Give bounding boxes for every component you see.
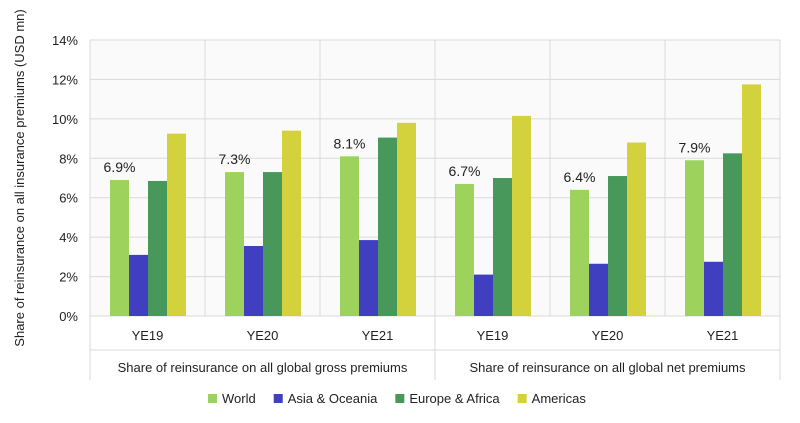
y-tick-label: 2%: [59, 270, 78, 285]
y-tick-label: 14%: [52, 33, 78, 48]
legend-label: Europe & Africa: [409, 391, 500, 406]
data-label: 6.4%: [564, 169, 596, 185]
group-label: Share of reinsurance on all global net p…: [469, 360, 746, 375]
bar-world: [225, 172, 244, 316]
y-tick-label: 4%: [59, 230, 78, 245]
bar-world: [340, 156, 359, 316]
bar-americas: [167, 133, 186, 316]
data-label: 7.3%: [219, 151, 251, 167]
category-label: YE20: [592, 328, 624, 343]
bar-world: [110, 179, 129, 316]
bar-world: [570, 189, 589, 316]
bar-asia-oceania: [244, 246, 263, 316]
bar-world: [685, 160, 704, 316]
bar-americas: [627, 142, 646, 316]
bar-europe-africa: [493, 178, 512, 316]
data-label: 8.1%: [334, 135, 366, 151]
bar-asia-oceania: [704, 261, 723, 316]
category-label: YE20: [247, 328, 279, 343]
data-label: 7.9%: [679, 139, 711, 155]
legend-swatch: [208, 394, 217, 403]
bar-americas: [512, 115, 531, 317]
y-tick-label: 8%: [59, 151, 78, 166]
bar-americas: [397, 122, 416, 316]
data-label: 6.9%: [104, 159, 136, 175]
y-tick-label: 6%: [59, 191, 78, 206]
bar-europe-africa: [263, 172, 282, 316]
data-label: 6.7%: [449, 163, 481, 179]
legend-swatch: [273, 394, 283, 403]
legend: World Asia & Oceania Europe & Africa Americ…: [208, 391, 586, 406]
bar-americas: [282, 130, 301, 316]
y-tick-label: 12%: [52, 72, 78, 87]
legend-label: Americas: [532, 391, 587, 406]
legend-swatch: [517, 394, 527, 403]
bar-americas: [742, 84, 761, 316]
legend-label: Asia & Oceania: [288, 391, 378, 406]
group-label: Share of reinsurance on all global gross…: [118, 360, 408, 375]
x-axis-categories: YE19 YE20 YE21 YE19 YE20 YE21 Share of reinsur…: [118, 328, 746, 375]
bar-europe-africa: [608, 176, 627, 316]
y-tick-label: 10%: [52, 112, 78, 127]
legend-label: World: [222, 391, 256, 406]
bar-world: [455, 183, 474, 316]
bar-asia-oceania: [129, 254, 148, 316]
bar-asia-oceania: [359, 240, 378, 316]
category-label: YE21: [362, 328, 394, 343]
gridlines: [89, 39, 781, 380]
bar-asia-oceania: [589, 263, 608, 316]
category-label: YE21: [707, 328, 739, 343]
y-tick-label: 0%: [59, 309, 78, 324]
y-axis-ticks: 0% 2% 4% 6% 8% 10% 12% 14%: [52, 33, 78, 324]
legend-swatch: [395, 394, 405, 403]
bar-europe-africa: [723, 153, 742, 316]
bar-asia-oceania: [474, 274, 493, 316]
bar-europe-africa: [148, 180, 167, 316]
category-label: YE19: [477, 328, 509, 343]
bar-europe-africa: [378, 137, 397, 316]
y-axis-label: Share of reinsurance on all insurance pr…: [12, 9, 27, 346]
bars: 6.9% 7.3% 8.1% 6.7% 6.4% 7.9%: [104, 84, 761, 317]
category-label: YE19: [132, 328, 164, 343]
